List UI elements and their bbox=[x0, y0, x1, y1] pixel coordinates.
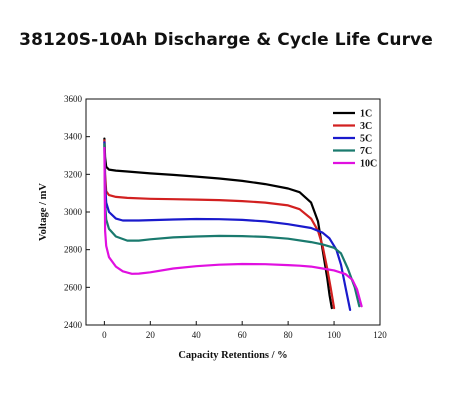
legend-label-10C: 10C bbox=[360, 159, 377, 170]
y-tick-label: 2600 bbox=[64, 282, 83, 292]
y-axis-title: Voltage / mV bbox=[38, 183, 49, 241]
x-tick-label: 0 bbox=[102, 330, 107, 340]
series-line-10C bbox=[103, 146, 363, 308]
x-axis: 0 20 40 60 80 100 120 bbox=[102, 321, 387, 340]
legend-label-7C: 7C bbox=[360, 146, 372, 157]
series-line-1C bbox=[103, 137, 333, 310]
x-tick-label: 100 bbox=[327, 330, 341, 340]
plot-frame bbox=[85, 98, 381, 326]
legend-label-3C: 3C bbox=[360, 121, 372, 132]
chart-title: 38120S-10Ah Discharge & Cycle Life Curve bbox=[19, 30, 433, 50]
x-tick-label: 60 bbox=[238, 330, 248, 340]
x-tick-label: 40 bbox=[192, 330, 202, 340]
y-tick-label: 3600 bbox=[64, 94, 83, 104]
x-tick-label: 20 bbox=[146, 330, 156, 340]
y-tick-label: 2800 bbox=[64, 245, 83, 255]
x-tick-label: 80 bbox=[284, 330, 294, 340]
y-tick-label: 2400 bbox=[64, 320, 83, 330]
legend-label-5C: 5C bbox=[360, 134, 372, 145]
y-tick-label: 3000 bbox=[64, 207, 83, 217]
series-line-3C bbox=[103, 139, 336, 310]
y-tick-label: 3200 bbox=[64, 169, 83, 179]
y-axis: 2400 2600 2800 3000 3200 3400 3600 bbox=[64, 94, 90, 330]
plot-border bbox=[85, 98, 381, 326]
legend-label-1C: 1C bbox=[360, 109, 372, 120]
series-line-7C bbox=[103, 143, 361, 308]
x-axis-title: Capacity Retentions / % bbox=[178, 350, 287, 361]
series-lines bbox=[103, 137, 363, 311]
series-line-5C bbox=[103, 141, 352, 311]
y-tick-label: 3400 bbox=[64, 132, 83, 142]
x-tick-label: 120 bbox=[373, 330, 387, 340]
